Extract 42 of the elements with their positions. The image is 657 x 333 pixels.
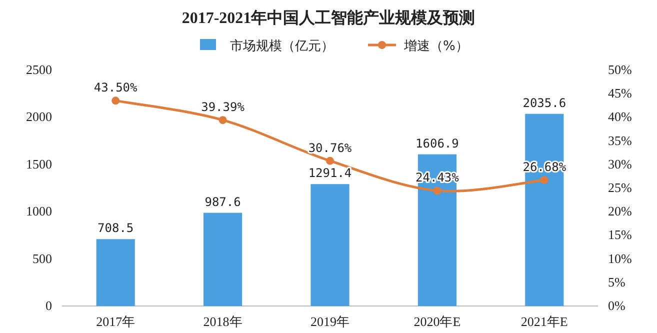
y2-tick-label: 35%: [608, 132, 632, 148]
y2-tick-label: 30%: [608, 156, 632, 172]
y2-tick-label: 25%: [608, 180, 632, 195]
y2-tick-label: 10%: [608, 250, 632, 266]
point: [112, 96, 120, 105]
y-tick-label: 2500: [26, 62, 52, 77]
data-label: 1606.9: [416, 136, 459, 150]
bar: [204, 212, 242, 306]
data-label: 2035.6: [522, 96, 566, 110]
y-tick-label: 0: [46, 298, 52, 313]
y2-tick-label: 0%: [608, 298, 626, 313]
y2-tick-label: 40%: [608, 109, 632, 124]
y-tick-label: 1500: [26, 156, 52, 172]
x-tick-label: 2017年: [96, 314, 136, 329]
y2-tick-label: 15%: [608, 227, 632, 242]
data-label: 1291.4: [308, 166, 352, 180]
x-tick-label: 2020年E: [414, 314, 461, 329]
point: [326, 156, 334, 165]
data-label: 39.39%: [201, 100, 246, 114]
x-tick-label: 2019年: [310, 314, 350, 329]
point: [540, 176, 548, 184]
y-tick-label: 1000: [26, 204, 52, 219]
y2-tick-label: 20%: [608, 204, 632, 219]
point: [433, 186, 442, 195]
legend-label: 市场规模（亿元）: [230, 39, 334, 54]
bar: [525, 114, 564, 306]
data-label: 43.50%: [94, 80, 138, 95]
x-tick-label: 2018年: [203, 314, 242, 329]
y2-tick-label: 5%: [608, 274, 626, 290]
y2-tick-label: 50%: [608, 62, 632, 77]
data-label: 708.5: [98, 221, 134, 236]
y2-tick-label: 45%: [608, 86, 632, 101]
y-tick-label: 500: [32, 250, 52, 266]
data-label: 30.76%: [308, 140, 352, 155]
data-label: 987.6: [204, 194, 241, 209]
bar: [310, 184, 350, 306]
y-tick-label: 2000: [26, 109, 52, 124]
legend-label: 增速（%）: [403, 39, 468, 54]
chart-title: 2017-2021年中国人工智能产业规模及预测: [182, 9, 476, 27]
bar: [96, 239, 135, 306]
point: [218, 116, 227, 124]
x-tick-label: 2021年E: [520, 314, 568, 329]
